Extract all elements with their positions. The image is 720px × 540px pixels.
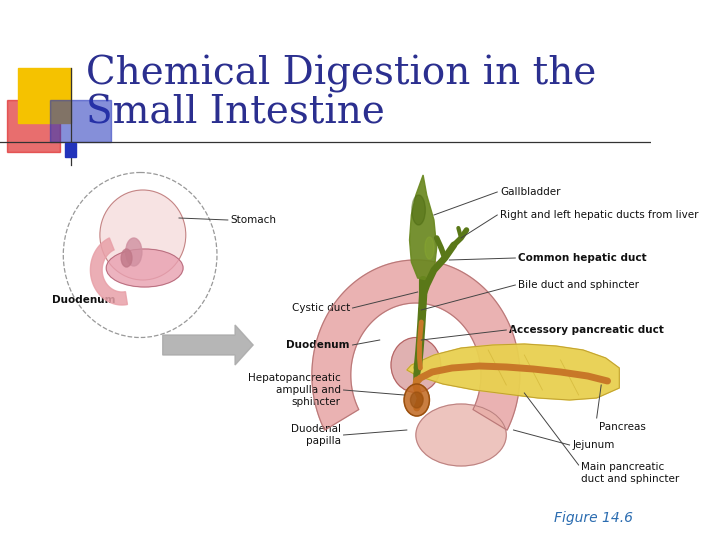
Bar: [18, 68, 71, 123]
Ellipse shape: [100, 190, 186, 280]
Text: Figure 14.6: Figure 14.6: [554, 511, 633, 525]
Ellipse shape: [416, 404, 506, 466]
Ellipse shape: [412, 195, 426, 225]
Polygon shape: [312, 260, 520, 430]
Ellipse shape: [410, 392, 423, 408]
Bar: [65, 143, 76, 157]
Ellipse shape: [107, 249, 183, 287]
Text: Pancreas: Pancreas: [599, 422, 647, 432]
Polygon shape: [91, 238, 127, 305]
Ellipse shape: [126, 238, 142, 266]
Text: Cystic duct: Cystic duct: [292, 303, 350, 313]
Text: Duodenum: Duodenum: [287, 340, 350, 350]
Polygon shape: [407, 344, 619, 400]
Text: Duodenum: Duodenum: [53, 295, 116, 305]
Text: Small Intestine: Small Intestine: [86, 95, 384, 132]
Text: Chemical Digestion in the: Chemical Digestion in the: [86, 55, 596, 93]
Text: Common hepatic duct: Common hepatic duct: [518, 253, 647, 263]
Ellipse shape: [121, 249, 132, 267]
Text: Accessory pancreatic duct: Accessory pancreatic duct: [509, 325, 664, 335]
Polygon shape: [163, 325, 253, 365]
Ellipse shape: [425, 237, 434, 259]
Text: Right and left hepatic ducts from liver: Right and left hepatic ducts from liver: [500, 210, 698, 220]
Text: Main pancreatic
duct and sphincter: Main pancreatic duct and sphincter: [581, 462, 680, 484]
Text: Bile duct and sphincter: Bile duct and sphincter: [518, 280, 639, 290]
Text: Hepatopancreatic
ampulla and
sphincter: Hepatopancreatic ampulla and sphincter: [248, 373, 341, 407]
Text: Stomach: Stomach: [230, 215, 276, 225]
Text: Gallbladder: Gallbladder: [500, 187, 560, 197]
Bar: [7, 100, 60, 152]
Ellipse shape: [391, 338, 441, 393]
Text: Duodenal
papilla: Duodenal papilla: [291, 424, 341, 446]
Ellipse shape: [404, 384, 429, 416]
Bar: [50, 100, 111, 142]
Polygon shape: [410, 175, 436, 280]
Text: Jejunum: Jejunum: [572, 440, 615, 450]
